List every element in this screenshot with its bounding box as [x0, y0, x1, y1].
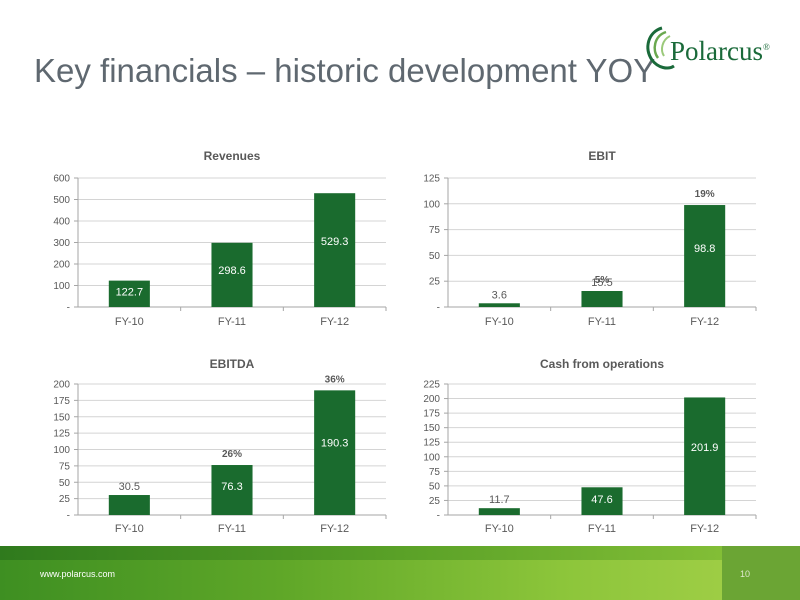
- y-tick-label: 50: [59, 478, 71, 489]
- bar: [478, 303, 520, 307]
- page-number: 10: [739, 569, 750, 579]
- polarcus-logo: Polarcus®: [640, 20, 790, 76]
- y-tick-label: -: [67, 511, 70, 522]
- data-label: 201.9: [691, 442, 719, 454]
- bar: [211, 465, 253, 515]
- y-tick-label: 75: [429, 467, 441, 478]
- y-tick-label: 25: [59, 494, 71, 505]
- y-tick-label: 175: [423, 409, 440, 420]
- x-tick-label: FY-11: [588, 523, 616, 535]
- x-tick-label: FY-12: [690, 523, 719, 535]
- y-tick-label: 100: [53, 281, 70, 292]
- y-tick-label: 300: [53, 238, 70, 249]
- page-number-box: 10: [722, 546, 800, 600]
- y-tick-label: 200: [53, 260, 70, 271]
- chart-title: Revenues: [204, 149, 261, 163]
- y-tick-label: 75: [59, 461, 71, 472]
- y-tick-label: 225: [423, 380, 440, 391]
- data-label: 98.8: [694, 243, 715, 255]
- data-label: 122.7: [116, 287, 144, 299]
- y-tick-label: 50: [429, 251, 441, 262]
- x-tick-label: FY-10: [485, 523, 514, 535]
- bar: [108, 495, 150, 515]
- x-tick-label: FY-11: [218, 316, 246, 328]
- y-tick-label: 100: [423, 452, 440, 463]
- y-tick-label: 100: [423, 199, 440, 210]
- x-tick-label: FY-12: [690, 316, 719, 328]
- data-label: 76.3: [221, 481, 242, 493]
- registered-mark: ®: [762, 42, 770, 52]
- y-tick-label: 200: [53, 380, 70, 391]
- data-label: 529.3: [321, 236, 349, 248]
- bar: [684, 397, 726, 515]
- x-tick-label: FY-11: [218, 523, 246, 535]
- y-tick-label: 600: [53, 174, 70, 185]
- y-tick-label: 400: [53, 217, 70, 228]
- y-tick-label: 125: [423, 174, 440, 185]
- data-label: 30.5: [119, 481, 140, 493]
- y-tick-label: 175: [53, 396, 70, 407]
- y-tick-label: 25: [429, 277, 441, 288]
- y-tick-label: 500: [53, 195, 70, 206]
- footer-url-link[interactable]: www.polarcus.com: [40, 569, 116, 579]
- margin-label: 5%: [595, 275, 610, 286]
- y-tick-label: 75: [429, 225, 441, 236]
- data-label: 298.6: [218, 265, 246, 277]
- margin-label: 19%: [695, 189, 715, 200]
- bar: [478, 508, 520, 515]
- y-tick-label: 125: [423, 438, 440, 449]
- data-label: 15.5: [591, 277, 612, 289]
- y-tick-label: 125: [53, 429, 70, 440]
- y-tick-label: 150: [423, 423, 440, 434]
- footer-strip: [0, 546, 800, 560]
- x-tick-label: FY-12: [320, 316, 349, 328]
- x-tick-label: FY-10: [115, 316, 144, 328]
- bar: [314, 390, 356, 515]
- margin-label: 26%: [222, 449, 242, 460]
- y-tick-label: 200: [423, 394, 440, 405]
- y-tick-label: 50: [429, 481, 441, 492]
- data-label: 3.6: [492, 289, 507, 301]
- x-tick-label: FY-10: [485, 316, 514, 328]
- slide-title: Key financials – historic development YO…: [34, 52, 656, 89]
- y-tick-label: -: [67, 303, 70, 314]
- data-label: 47.6: [591, 494, 612, 506]
- margin-label: 36%: [325, 374, 345, 385]
- x-tick-label: FY-12: [320, 523, 349, 535]
- ebitda-chart: EBITDA - 25 50 75 100 125 150 175 200 FY-10 30.5 FY-…: [53, 357, 387, 535]
- chart-title: Cash from operations: [540, 357, 664, 371]
- chart-title: EBIT: [588, 149, 616, 163]
- y-tick-label: 25: [429, 496, 441, 507]
- revenues-chart: Revenues - 100 200 300 400 500 600 FY-10 122.7 FY-…: [53, 149, 387, 328]
- data-label: 190.3: [321, 438, 349, 450]
- polarcus-logo-icon: [646, 26, 675, 70]
- x-tick-label: FY-10: [115, 523, 144, 535]
- bar: [581, 487, 623, 515]
- chart-title: EBITDA: [210, 357, 255, 371]
- logo-wordmark: Polarcus®: [670, 36, 770, 66]
- bar: [108, 280, 150, 307]
- bar: [581, 291, 623, 307]
- y-tick-label: 150: [53, 412, 70, 423]
- y-tick-label: -: [437, 511, 440, 522]
- ebit-chart: EBIT - 25 50 75 100 125 FY-10 3.6 FY-11 15.55% FY-1…: [423, 149, 757, 328]
- bar: [211, 242, 253, 307]
- y-tick-label: 100: [53, 445, 70, 456]
- footer-band: www.polarcus.com 10: [0, 546, 800, 600]
- data-label: 11.7: [489, 494, 510, 506]
- y-tick-label: -: [437, 303, 440, 314]
- bar: [684, 205, 726, 307]
- cash-from-operations-chart: Cash from operations - 25 50 75 100 125 150 175 2…: [423, 357, 757, 535]
- x-tick-label: FY-11: [588, 316, 616, 328]
- bar: [314, 193, 356, 307]
